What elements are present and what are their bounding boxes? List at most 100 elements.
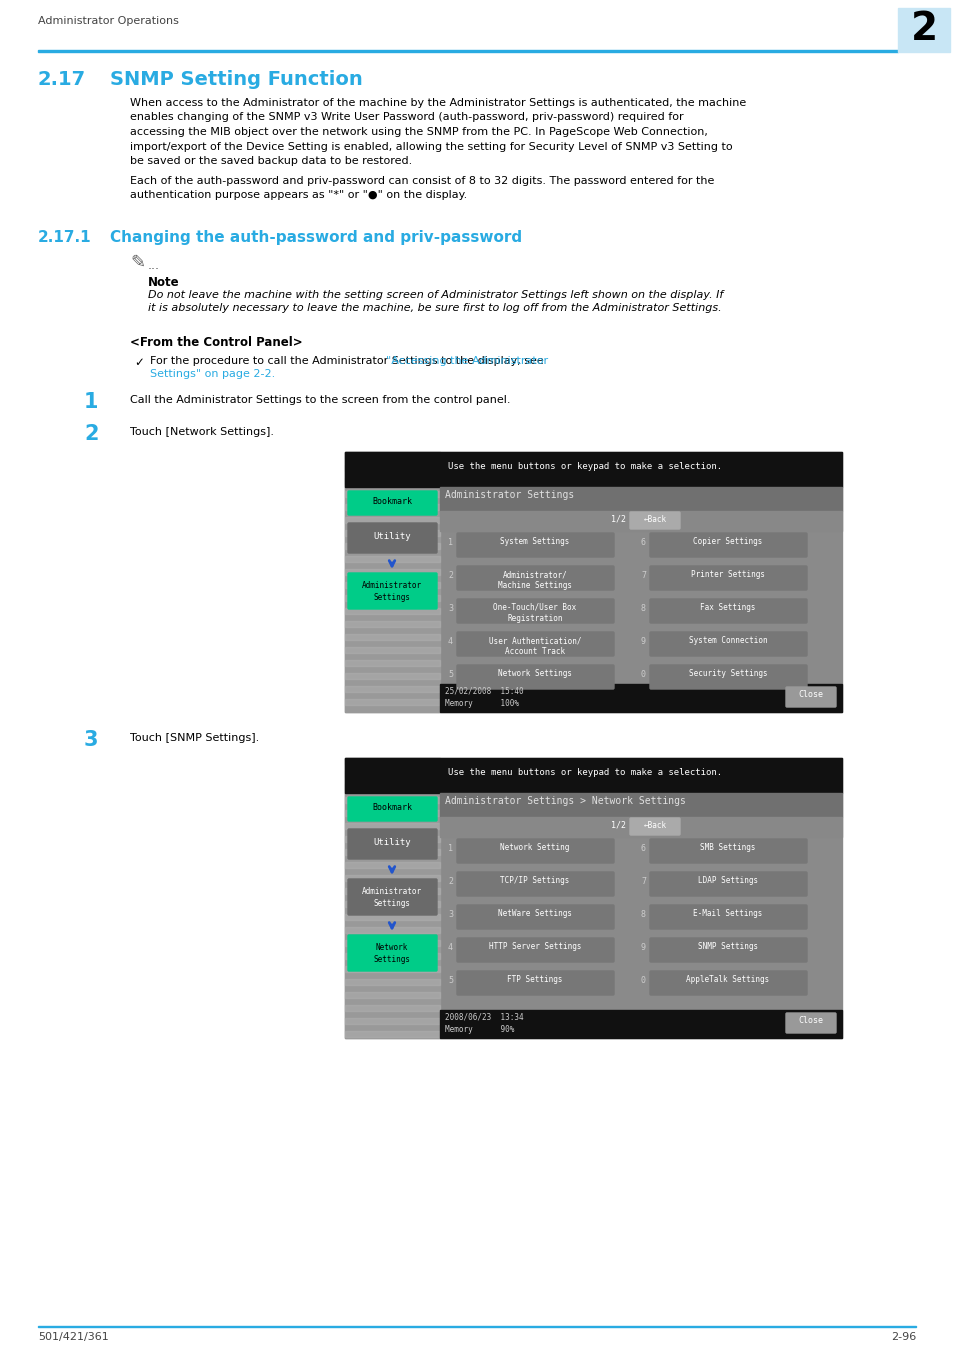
Text: 3: 3 [448, 603, 453, 613]
Text: ←Back: ←Back [642, 821, 666, 830]
Bar [345, 979, 439, 986]
Bar [345, 992, 439, 998]
Text: 2-96: 2-96 [890, 1332, 915, 1342]
Text: AppleTalk Settings: AppleTalk Settings [685, 975, 769, 984]
Text: TCP/IP Settings: TCP/IP Settings [499, 876, 569, 886]
FancyBboxPatch shape [649, 971, 806, 995]
Text: 0: 0 [640, 976, 645, 986]
FancyBboxPatch shape [456, 971, 614, 995]
Text: System Settings: System Settings [499, 537, 569, 545]
Text: Settings" on page 2-2.: Settings" on page 2-2. [150, 369, 275, 379]
Text: 8: 8 [640, 603, 645, 613]
Bar [345, 953, 439, 958]
Text: Do not leave the machine with the setting screen of Administrator Settings left : Do not leave the machine with the settin… [148, 290, 722, 300]
Bar [345, 1031, 439, 1037]
Text: System Connection: System Connection [688, 636, 766, 645]
Text: import/export of the Device Setting is enabled, allowing the setting for Securit: import/export of the Device Setting is e… [130, 142, 732, 151]
Bar [439, 792, 841, 817]
Text: 1/2: 1/2 [610, 819, 625, 829]
FancyBboxPatch shape [649, 872, 806, 896]
Bar [897, 8, 949, 53]
Bar [345, 771, 439, 778]
Bar [345, 464, 439, 471]
Bar [345, 608, 439, 614]
Text: 8: 8 [640, 910, 645, 919]
Text: Bookmark: Bookmark [372, 497, 412, 506]
Bar [345, 967, 439, 972]
FancyBboxPatch shape [456, 872, 614, 896]
Bar [345, 757, 439, 764]
Bar [439, 1010, 841, 1038]
Text: 1/2: 1/2 [610, 514, 625, 522]
Bar [345, 452, 439, 711]
Bar [345, 757, 841, 792]
Bar [345, 556, 439, 562]
Text: Note: Note [148, 275, 179, 289]
Bar [345, 796, 439, 803]
Bar [345, 647, 439, 653]
FancyBboxPatch shape [456, 838, 614, 863]
Text: User Authentication/
Account Track: User Authentication/ Account Track [488, 636, 580, 656]
FancyBboxPatch shape [456, 666, 614, 688]
FancyBboxPatch shape [348, 829, 436, 859]
FancyBboxPatch shape [456, 566, 614, 590]
Bar [345, 1004, 439, 1011]
Text: Use the menu buttons or keypad to make a selection.: Use the menu buttons or keypad to make a… [448, 462, 721, 471]
Bar [345, 900, 439, 907]
FancyBboxPatch shape [649, 838, 806, 863]
Text: 2: 2 [448, 878, 453, 886]
Bar [345, 810, 439, 815]
Text: 1: 1 [84, 392, 98, 412]
Text: 1: 1 [448, 539, 453, 547]
Text: 2008/06/23  13:34
Memory      90%: 2008/06/23 13:34 Memory 90% [444, 1012, 523, 1034]
Text: Network
Settings: Network Settings [374, 944, 410, 964]
Bar [345, 582, 439, 589]
Bar [345, 634, 439, 640]
FancyBboxPatch shape [348, 936, 436, 971]
Text: SNMP Settings: SNMP Settings [698, 942, 758, 950]
Text: Bookmark: Bookmark [372, 803, 412, 811]
Text: Copier Settings: Copier Settings [693, 537, 761, 545]
Text: LDAP Settings: LDAP Settings [698, 876, 758, 886]
Bar [345, 504, 439, 510]
Text: authentication purpose appears as "*" or "●" on the display.: authentication purpose appears as "*" or… [130, 190, 467, 200]
Bar [345, 757, 439, 1038]
FancyBboxPatch shape [649, 566, 806, 590]
Text: 6: 6 [640, 539, 645, 547]
Text: SNMP Setting Function: SNMP Setting Function [110, 70, 362, 89]
FancyBboxPatch shape [649, 533, 806, 558]
FancyBboxPatch shape [348, 491, 436, 514]
Text: 3: 3 [448, 910, 453, 919]
Text: 2: 2 [448, 571, 453, 580]
FancyBboxPatch shape [456, 904, 614, 929]
FancyBboxPatch shape [348, 879, 436, 915]
FancyBboxPatch shape [649, 938, 806, 963]
Bar [439, 684, 841, 711]
Text: FTP Settings: FTP Settings [507, 975, 562, 984]
Bar [345, 1018, 439, 1025]
Text: be saved or the saved backup data to be restored.: be saved or the saved backup data to be … [130, 157, 412, 166]
Text: Call the Administrator Settings to the screen from the control panel.: Call the Administrator Settings to the s… [130, 396, 510, 405]
Text: 501/421/361: 501/421/361 [38, 1332, 109, 1342]
FancyBboxPatch shape [649, 599, 806, 622]
Text: Close: Close [798, 1017, 822, 1025]
FancyBboxPatch shape [456, 938, 614, 963]
Text: Administrator
Settings: Administrator Settings [361, 887, 421, 907]
Text: 5: 5 [448, 670, 453, 679]
Bar [345, 914, 439, 919]
Bar [345, 784, 439, 790]
Bar [345, 674, 439, 679]
Bar [345, 595, 439, 601]
FancyBboxPatch shape [456, 599, 614, 622]
Text: NetWare Settings: NetWare Settings [497, 909, 572, 918]
Text: Touch [Network Settings].: Touch [Network Settings]. [130, 427, 274, 437]
FancyBboxPatch shape [629, 512, 679, 529]
FancyBboxPatch shape [348, 572, 436, 609]
Text: 2: 2 [84, 424, 98, 444]
Text: When access to the Administrator of the machine by the Administrator Settings is: When access to the Administrator of the … [130, 99, 745, 108]
Bar [345, 875, 439, 882]
Text: For the procedure to call the Administrator Settings to the display, see: For the procedure to call the Administra… [150, 356, 547, 366]
Bar [345, 699, 439, 705]
Text: it is absolutely necessary to leave the machine, be sure first to log off from t: it is absolutely necessary to leave the … [148, 302, 720, 313]
Text: Administrator
Settings: Administrator Settings [361, 580, 421, 602]
